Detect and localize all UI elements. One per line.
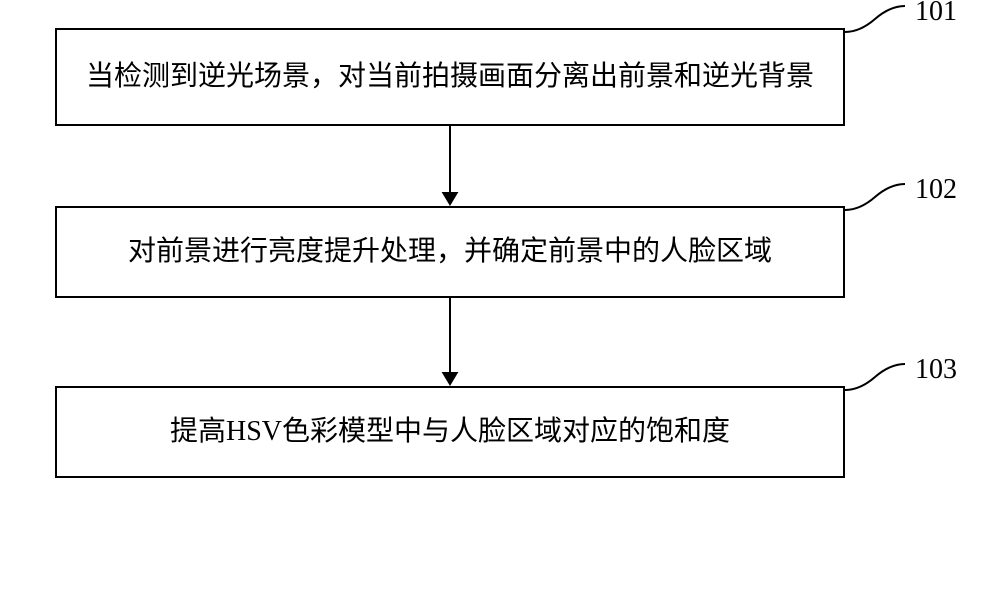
step-label-103: 103: [915, 354, 957, 386]
flow-arrow: [55, 126, 845, 206]
leader-line: [845, 362, 905, 392]
step-label-101: 101: [915, 0, 957, 28]
step-text: 提高HSV色彩模型中与人脸区域对应的饱和度: [170, 411, 730, 453]
leader-line: [845, 4, 905, 34]
flowchart-step-step-102: 对前景进行亮度提升处理，并确定前景中的人脸区域: [55, 206, 845, 298]
flowchart-step-step-103: 提高HSV色彩模型中与人脸区域对应的饱和度: [55, 386, 845, 478]
step-label-102: 102: [915, 174, 957, 206]
step-text: 当检测到逆光场景，对当前拍摄画面分离出前景和逆光背景: [86, 56, 814, 98]
step-text: 对前景进行亮度提升处理，并确定前景中的人脸区域: [128, 231, 772, 273]
flow-arrow: [55, 298, 845, 386]
flowchart-step-step-101: 当检测到逆光场景，对当前拍摄画面分离出前景和逆光背景: [55, 28, 845, 126]
leader-line: [845, 182, 905, 212]
flowchart-container: 当检测到逆光场景，对当前拍摄画面分离出前景和逆光背景对前景进行亮度提升处理，并确…: [55, 28, 845, 478]
